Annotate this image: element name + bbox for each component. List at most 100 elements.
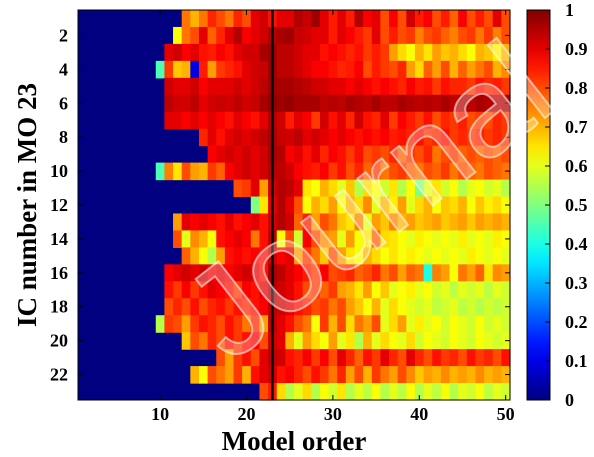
heatmap-cell — [276, 349, 286, 367]
heatmap-cell — [380, 60, 390, 79]
heatmap-cell — [216, 26, 226, 45]
heatmap-cell — [406, 179, 416, 198]
heatmap-cell — [406, 213, 416, 232]
heatmap-cell — [432, 366, 442, 384]
y-tick-label: 8 — [59, 127, 68, 147]
heatmap-cell — [371, 247, 381, 265]
heatmap-cell — [345, 281, 356, 299]
heatmap-cell — [294, 349, 304, 367]
heatmap-cell — [466, 10, 477, 28]
heatmap-cell — [233, 43, 243, 62]
heatmap-cell — [389, 77, 399, 96]
heatmap-cell — [242, 298, 252, 316]
heatmap-cell — [432, 94, 442, 113]
heatmap-cell — [432, 349, 442, 367]
heatmap-cell — [484, 162, 494, 181]
heatmap-cell — [475, 349, 485, 367]
heatmap-cell — [389, 315, 399, 333]
heatmap-cell — [285, 281, 295, 299]
heatmap-cell — [458, 10, 468, 28]
heatmap-cell — [423, 332, 433, 350]
heatmap-cell — [285, 10, 295, 28]
heatmap-cell — [294, 213, 304, 232]
heatmap-cell — [380, 77, 390, 96]
heatmap-cell — [216, 111, 226, 130]
heatmap-cell — [466, 298, 477, 316]
heatmap-cell — [259, 349, 269, 367]
heatmap-cell — [294, 315, 304, 333]
heatmap-cell — [198, 162, 209, 181]
heatmap-cell — [233, 60, 243, 79]
heatmap-cell — [285, 179, 295, 198]
heatmap-cell — [475, 179, 485, 198]
heatmap-cell — [328, 230, 338, 248]
heatmap-cell — [371, 213, 381, 232]
heatmap-cell — [475, 94, 485, 113]
heatmap-cell — [155, 60, 165, 79]
heatmap-cell — [294, 366, 304, 384]
heatmap-cell — [328, 281, 338, 299]
heatmap-cell — [363, 60, 373, 79]
heatmap-cell — [337, 94, 347, 113]
heatmap-cell — [311, 349, 321, 367]
heatmap-cell — [458, 145, 468, 164]
heatmap-cell — [414, 213, 425, 232]
heatmap-cell — [233, 94, 243, 113]
heatmap-cell — [406, 111, 416, 130]
heatmap-cell — [466, 315, 477, 333]
y-tick-label: 22 — [50, 365, 68, 385]
heatmap-cell — [406, 77, 416, 96]
heatmap-cell — [492, 213, 502, 232]
heatmap-cell — [311, 179, 321, 198]
y-axis-label: IC number in MO 23 — [12, 83, 42, 327]
heatmap-cell — [380, 230, 390, 248]
heatmap-cell — [190, 281, 200, 299]
heatmap-cell — [380, 383, 390, 401]
heatmap-cell — [466, 332, 477, 350]
heatmap-cell — [319, 179, 330, 198]
heatmap-cell — [198, 247, 209, 265]
heatmap-cell — [173, 264, 183, 282]
heatmap-cell — [354, 213, 364, 232]
heatmap-cell — [475, 366, 485, 384]
heatmap-cell — [492, 366, 502, 384]
heatmap-cell — [328, 94, 338, 113]
heatmap-cell — [328, 196, 338, 215]
heatmap-cell — [311, 366, 321, 384]
heatmap-cell — [354, 145, 364, 164]
heatmap-cell — [354, 298, 364, 316]
heatmap-cell — [337, 60, 347, 79]
heatmap-cell — [449, 298, 459, 316]
heatmap-cell — [233, 281, 243, 299]
heatmap-cell — [259, 43, 269, 62]
heatmap-cell — [328, 111, 338, 130]
heatmap-cell — [458, 111, 468, 130]
heatmap-cell — [363, 213, 373, 232]
heatmap-cell — [302, 179, 312, 198]
heatmap-cell — [389, 332, 399, 350]
heatmap-cell — [363, 315, 373, 333]
heatmap-cell — [354, 315, 364, 333]
heatmap-cell — [250, 60, 261, 79]
heatmap-cell — [414, 247, 425, 265]
heatmap-cell — [432, 111, 442, 130]
heatmap-cell — [207, 366, 217, 384]
colorbar-ticks: 1 0.9 0.8 0.7 0.6 0.5 0.4 0.3 0.2 0.1 0 — [545, 0, 588, 410]
heatmap-cell — [276, 383, 286, 401]
heatmap-cell — [294, 196, 304, 215]
heatmap-cells — [78, 10, 511, 401]
heatmap-cell — [337, 264, 347, 282]
heatmap-cell — [380, 145, 390, 164]
heatmap-cell — [328, 77, 338, 96]
heatmap-cell — [432, 247, 442, 265]
heatmap-cell — [449, 26, 459, 45]
heatmap-cell — [484, 77, 494, 96]
heatmap-cell — [449, 10, 459, 28]
heatmap-cell — [216, 43, 226, 62]
heatmap-cell — [345, 383, 356, 401]
heatmap-cell — [181, 264, 191, 282]
heatmap-cell — [414, 43, 425, 62]
heatmap-cell — [423, 383, 433, 401]
heatmap-cell — [423, 349, 433, 367]
